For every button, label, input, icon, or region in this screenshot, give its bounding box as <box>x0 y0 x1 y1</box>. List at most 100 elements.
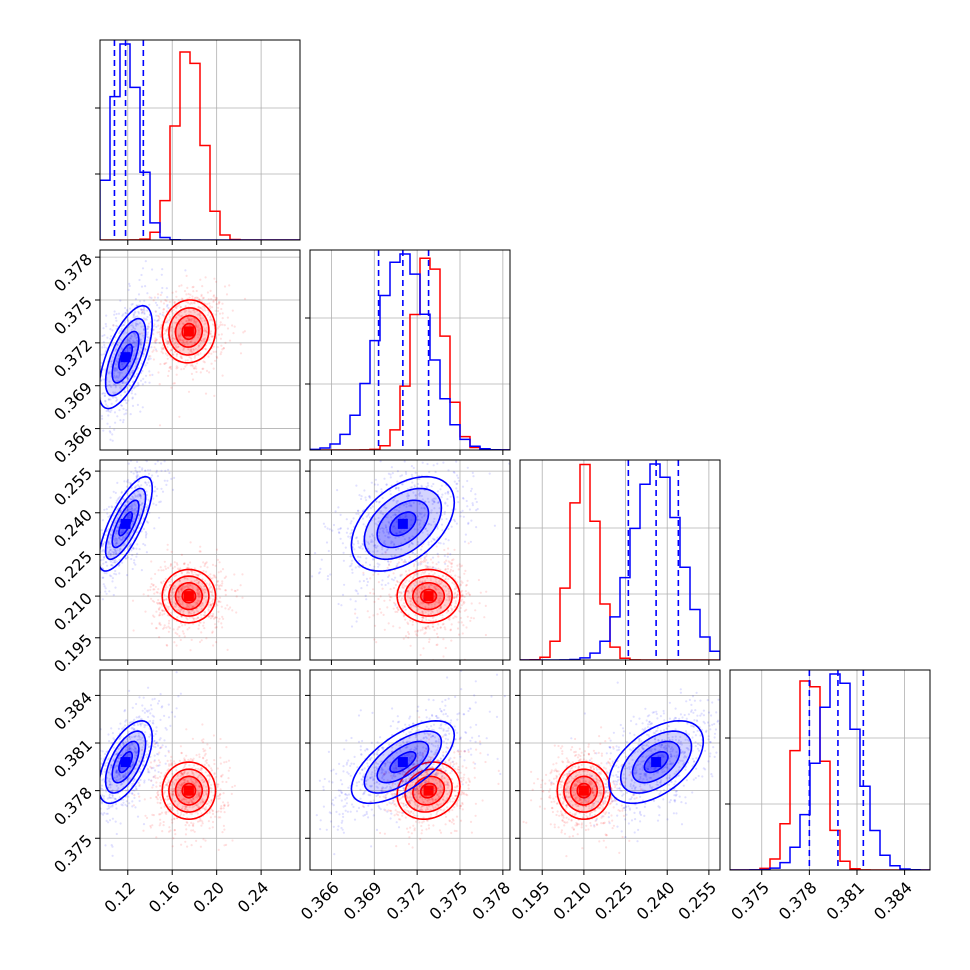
scatter-point <box>414 560 417 563</box>
scatter-point <box>430 606 433 609</box>
scatter-point <box>125 533 128 536</box>
scatter-point <box>138 332 142 335</box>
scatter-point <box>186 339 189 342</box>
scatter-point <box>177 596 180 599</box>
scatter-point <box>166 303 169 307</box>
scatter-point <box>112 324 115 327</box>
scatter-point <box>406 495 409 498</box>
scatter-point <box>205 808 208 811</box>
scatter-point <box>168 826 171 829</box>
scatter-point <box>201 602 204 605</box>
scatter-point <box>118 495 122 498</box>
scatter-point <box>107 409 110 412</box>
scatter-point <box>217 816 220 819</box>
scatter-point <box>92 396 94 398</box>
scatter-point <box>471 504 474 507</box>
scatter-point <box>430 509 433 512</box>
scatter-point <box>428 470 431 474</box>
scatter-point <box>137 445 139 447</box>
scatter-point <box>156 794 160 797</box>
scatter-point <box>420 512 423 515</box>
scatter-point <box>405 472 408 475</box>
scatter-point <box>174 603 177 606</box>
scatter-point <box>162 820 165 824</box>
scatter-point <box>152 588 155 591</box>
scatter-point <box>155 836 158 839</box>
scatter-point <box>163 362 166 365</box>
scatter-point <box>210 799 213 802</box>
scatter-point <box>390 542 393 545</box>
scatter-point <box>398 506 401 509</box>
scatter-point <box>115 360 119 363</box>
scatter-point <box>405 505 408 508</box>
scatter-point <box>460 604 463 607</box>
scatter-point <box>339 537 342 540</box>
scatter-point <box>153 346 156 349</box>
scatter-point <box>197 599 200 602</box>
scatter-point <box>156 475 159 478</box>
scatter-point <box>432 625 435 628</box>
scatter-point <box>449 553 452 556</box>
scatter-point <box>415 605 418 608</box>
scatter-point <box>106 384 109 388</box>
scatter-point <box>387 560 390 563</box>
scatter-point <box>194 320 197 323</box>
scatter-point <box>174 602 177 605</box>
scatter-point <box>470 616 473 620</box>
scatter-point <box>422 560 425 564</box>
scatter-point <box>104 587 107 590</box>
scatter-point <box>202 621 205 624</box>
scatter-point <box>114 386 117 389</box>
scatter-point <box>108 430 111 433</box>
scatter-point <box>151 813 154 817</box>
scatter-point <box>356 592 360 595</box>
scatter-point <box>177 345 180 348</box>
scatter-point <box>133 559 136 562</box>
scatter-point <box>96 370 98 372</box>
scatter-point <box>160 325 163 328</box>
scatter-point <box>95 529 97 531</box>
scatter-point <box>167 601 170 604</box>
scatter-point <box>394 604 397 607</box>
scatter-point <box>118 536 121 539</box>
scatter-point <box>140 342 143 345</box>
scatter-point <box>413 563 416 566</box>
scatter-panel-2-1 <box>310 460 510 660</box>
scatter-point <box>219 816 222 819</box>
scatter-point <box>438 591 441 595</box>
scatter-point <box>216 356 219 359</box>
scatter-point <box>159 327 162 330</box>
scatter-point <box>163 315 166 318</box>
scatter-point <box>163 790 166 794</box>
scatter-point <box>416 518 420 522</box>
scatter-point <box>442 655 445 658</box>
scatter-point <box>181 322 184 325</box>
scatter-point <box>443 554 446 558</box>
scatter-point <box>188 605 191 608</box>
scatter-point <box>172 382 175 385</box>
scatter-point <box>365 557 368 560</box>
scatter-point <box>359 545 363 548</box>
scatter-point <box>392 607 395 610</box>
scatter-point <box>420 494 423 498</box>
scatter-point <box>183 757 186 760</box>
scatter-point <box>199 306 202 309</box>
scatter-point <box>128 513 132 517</box>
scatter-point <box>462 497 465 500</box>
scatter-point <box>447 595 450 598</box>
scatter-point <box>195 573 198 576</box>
scatter-point <box>139 495 142 498</box>
scatter-point <box>199 342 202 345</box>
scatter-point <box>436 635 439 639</box>
scatter-point <box>179 338 182 341</box>
scatter-point <box>115 347 118 350</box>
scatter-point <box>355 537 358 540</box>
scatter-point <box>82 373 84 375</box>
scatter-point <box>456 627 460 630</box>
scatter-point <box>412 551 415 555</box>
scatter-point <box>412 604 415 607</box>
scatter-point <box>124 557 127 560</box>
scatter-point <box>125 340 128 343</box>
scatter-point <box>149 355 152 358</box>
scatter-point <box>211 598 215 601</box>
